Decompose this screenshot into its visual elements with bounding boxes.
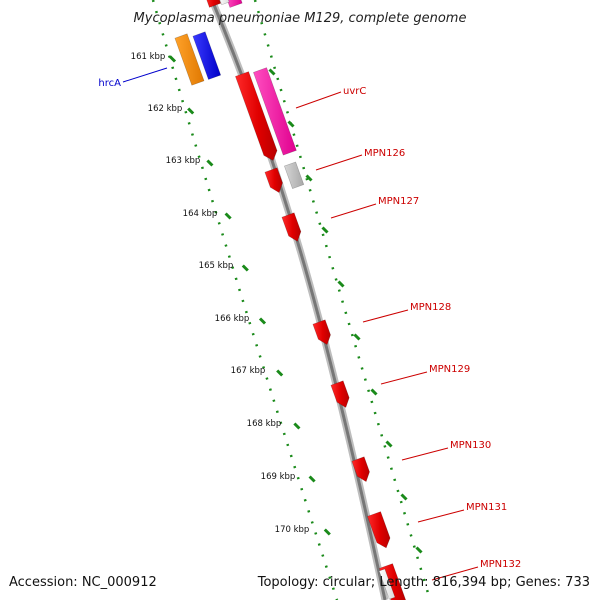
gene-label: uvrC [343, 86, 366, 97]
major-tick [241, 264, 249, 272]
kbp-label: 162 kbp [148, 104, 183, 114]
kbp-scale-labels: 161 kbp 162 kbp 163 kbp 164 kbp 165 kbp 166 k… [131, 52, 310, 535]
major-tick [353, 333, 361, 341]
inner-major-ticks [168, 55, 331, 536]
major-tick [206, 159, 214, 167]
major-tick [168, 55, 177, 63]
major-tick [187, 107, 195, 115]
leader-line [295, 91, 342, 109]
leader-line [380, 371, 428, 385]
gene-orange [174, 33, 205, 86]
gene-mpn126 [264, 167, 283, 194]
major-tick [305, 174, 313, 182]
leader-line [362, 309, 409, 323]
kbp-label: 166 kbp [215, 314, 250, 324]
leader-line [417, 509, 465, 523]
kbp-label: 170 kbp [275, 525, 310, 535]
gene-mpn131 [367, 511, 391, 549]
gene-mpn130 [351, 456, 370, 483]
gene-top-pink [226, 0, 243, 8]
gene-label: MPN130 [450, 440, 491, 451]
gene-label: MPN132 [480, 559, 521, 570]
gene-red-a [235, 71, 278, 161]
gene-label: MPN126 [364, 148, 405, 159]
gene-label: hrcA [98, 78, 121, 89]
major-tick [276, 369, 284, 377]
major-tick [370, 388, 378, 396]
gene-label: MPN127 [378, 196, 419, 207]
tick-ruler-outer [253, 0, 432, 600]
major-tick [258, 317, 267, 325]
leader-line [330, 203, 377, 219]
major-tick [337, 280, 345, 288]
gene-features [174, 0, 406, 600]
gene-grey [283, 161, 305, 189]
gene-top-red [206, 0, 222, 8]
major-tick [268, 68, 276, 76]
major-tick [415, 546, 423, 554]
kbp-label: 168 kbp [247, 419, 282, 429]
major-tick [293, 422, 301, 430]
gene-top-white [219, 0, 230, 6]
kbp-label: 163 kbp [166, 156, 201, 166]
accession-text: Accession: NC_000912 [9, 575, 157, 590]
kbp-label: 161 kbp [131, 52, 166, 62]
kbp-label: 169 kbp [261, 472, 296, 482]
gene-mpn129 [330, 380, 350, 408]
major-tick [323, 528, 331, 536]
gene-label: MPN129 [429, 364, 470, 375]
kbp-label: 164 kbp [183, 209, 218, 219]
gene-mpn128 [312, 319, 331, 346]
gene-label-leaders [122, 67, 479, 581]
leader-line [431, 566, 479, 581]
topology-text: Topology: circular; Length: 816,394 bp; … [257, 575, 590, 590]
gene-label: MPN128 [410, 302, 451, 313]
major-tick [224, 212, 232, 220]
leader-line [401, 447, 449, 461]
gene-mpn127 [281, 212, 302, 242]
leader-line [315, 154, 363, 171]
outer-major-ticks [268, 68, 423, 554]
major-tick [385, 440, 393, 448]
major-tick [321, 226, 329, 234]
major-tick [287, 120, 295, 128]
major-tick [308, 475, 316, 483]
kbp-label: 165 kbp [199, 261, 234, 271]
gene-blue [192, 31, 222, 80]
leader-line [122, 67, 168, 83]
major-tick [400, 493, 408, 501]
kbp-label: 167 kbp [231, 366, 266, 376]
gene-uvrc [253, 67, 297, 156]
gene-label: MPN131 [466, 502, 507, 513]
gene-labels: hrcA uvrC MPN126 MPN127 MPN128 MPN129 MPN130 MP… [98, 78, 521, 570]
gene-bottom-white [378, 568, 396, 600]
map-title: Mycoplasma pneumoniae M129, complete gen… [134, 11, 467, 26]
